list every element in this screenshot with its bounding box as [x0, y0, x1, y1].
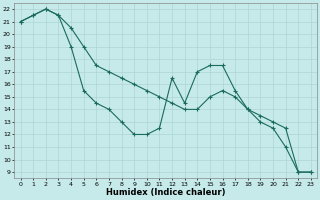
X-axis label: Humidex (Indice chaleur): Humidex (Indice chaleur): [106, 188, 226, 197]
